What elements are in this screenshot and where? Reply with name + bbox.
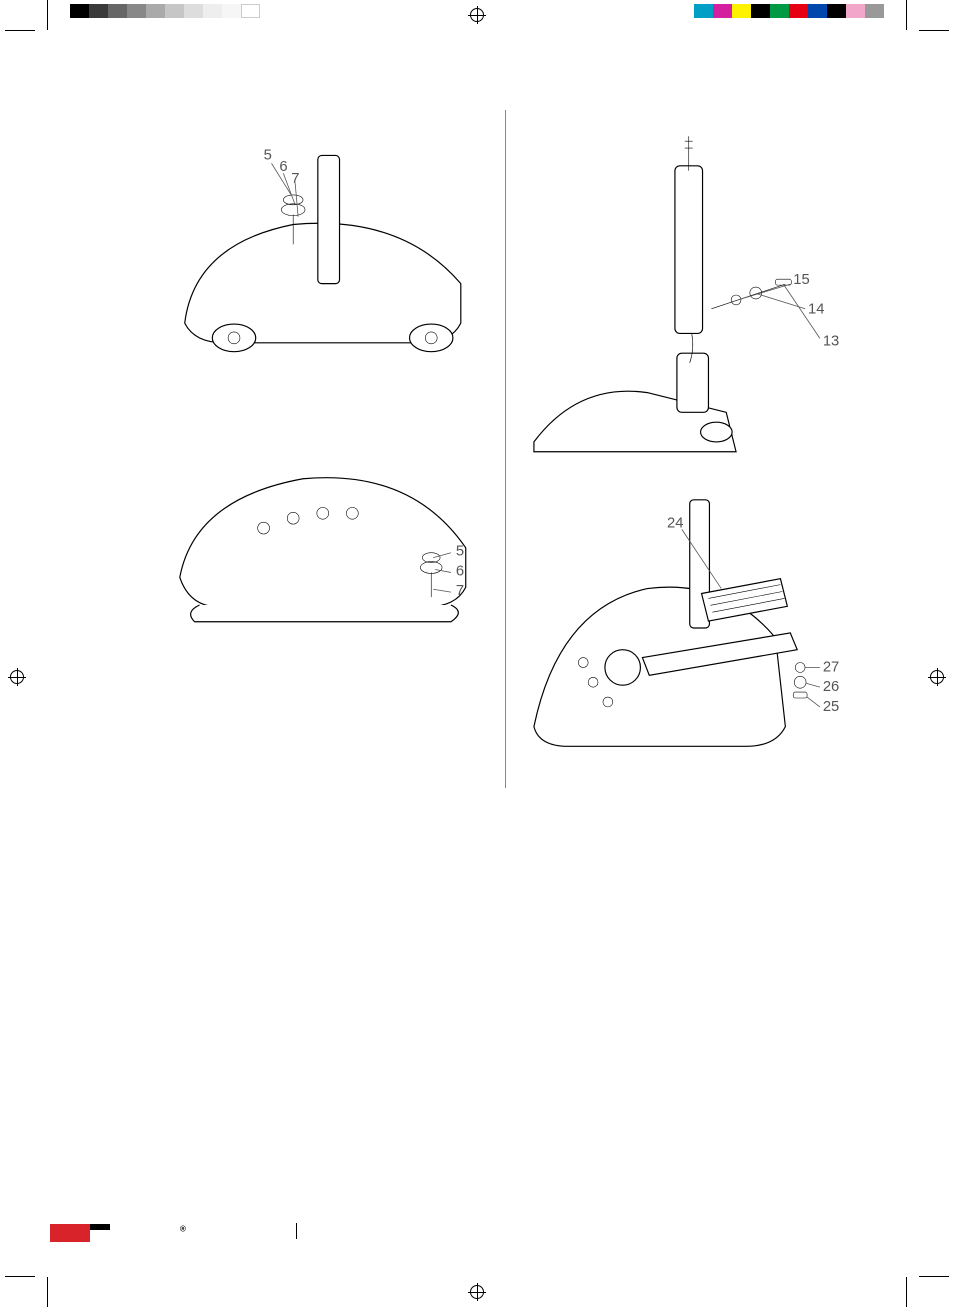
registration-mark-icon (470, 1285, 484, 1299)
registration-mark-icon (930, 670, 944, 684)
registration-mark-icon (470, 8, 484, 22)
footer-accent (50, 1224, 90, 1242)
page-footer: ® (50, 1221, 894, 1245)
crop-mark (5, 1276, 35, 1277)
callout-14: 14 (809, 302, 825, 318)
print-color-bar-right (694, 4, 884, 18)
callout-6: 6 (456, 563, 464, 579)
callout-5: 5 (456, 544, 464, 560)
crop-mark (5, 30, 35, 31)
callout-15: 15 (794, 272, 810, 288)
crop-mark (47, 0, 48, 30)
print-color-bar-left (70, 4, 260, 18)
crop-mark (47, 1277, 48, 1307)
diagram-takatukijalka: 5 6 7 (165, 408, 481, 658)
callout-7: 7 (291, 171, 299, 187)
footer-divider (296, 1223, 297, 1239)
diagram-etutukijalka: 5 6 7 (165, 124, 481, 394)
page-number (90, 1224, 110, 1230)
diagram-etuputki: 15 14 13 (529, 124, 845, 464)
page-content: 5 6 7 (165, 110, 845, 788)
crop-mark (919, 30, 949, 31)
crop-mark (906, 0, 907, 30)
diagram-jalkalaudat: 24 27 26 25 (529, 478, 845, 778)
right-column: 15 14 13 (529, 110, 845, 788)
callout-27: 27 (823, 659, 839, 675)
callout-5: 5 (264, 147, 272, 163)
callout-6: 6 (279, 159, 287, 175)
left-column: 5 6 7 (165, 110, 481, 788)
brand-logo: ® (180, 1223, 185, 1243)
callout-7: 7 (456, 583, 464, 599)
crop-mark (906, 1277, 907, 1307)
callout-25: 25 (823, 699, 839, 715)
crop-mark (919, 1276, 949, 1277)
column-divider (505, 110, 506, 788)
callout-24: 24 (667, 515, 683, 531)
callout-26: 26 (823, 679, 839, 695)
registration-mark-icon (10, 670, 24, 684)
callout-13: 13 (823, 333, 839, 349)
